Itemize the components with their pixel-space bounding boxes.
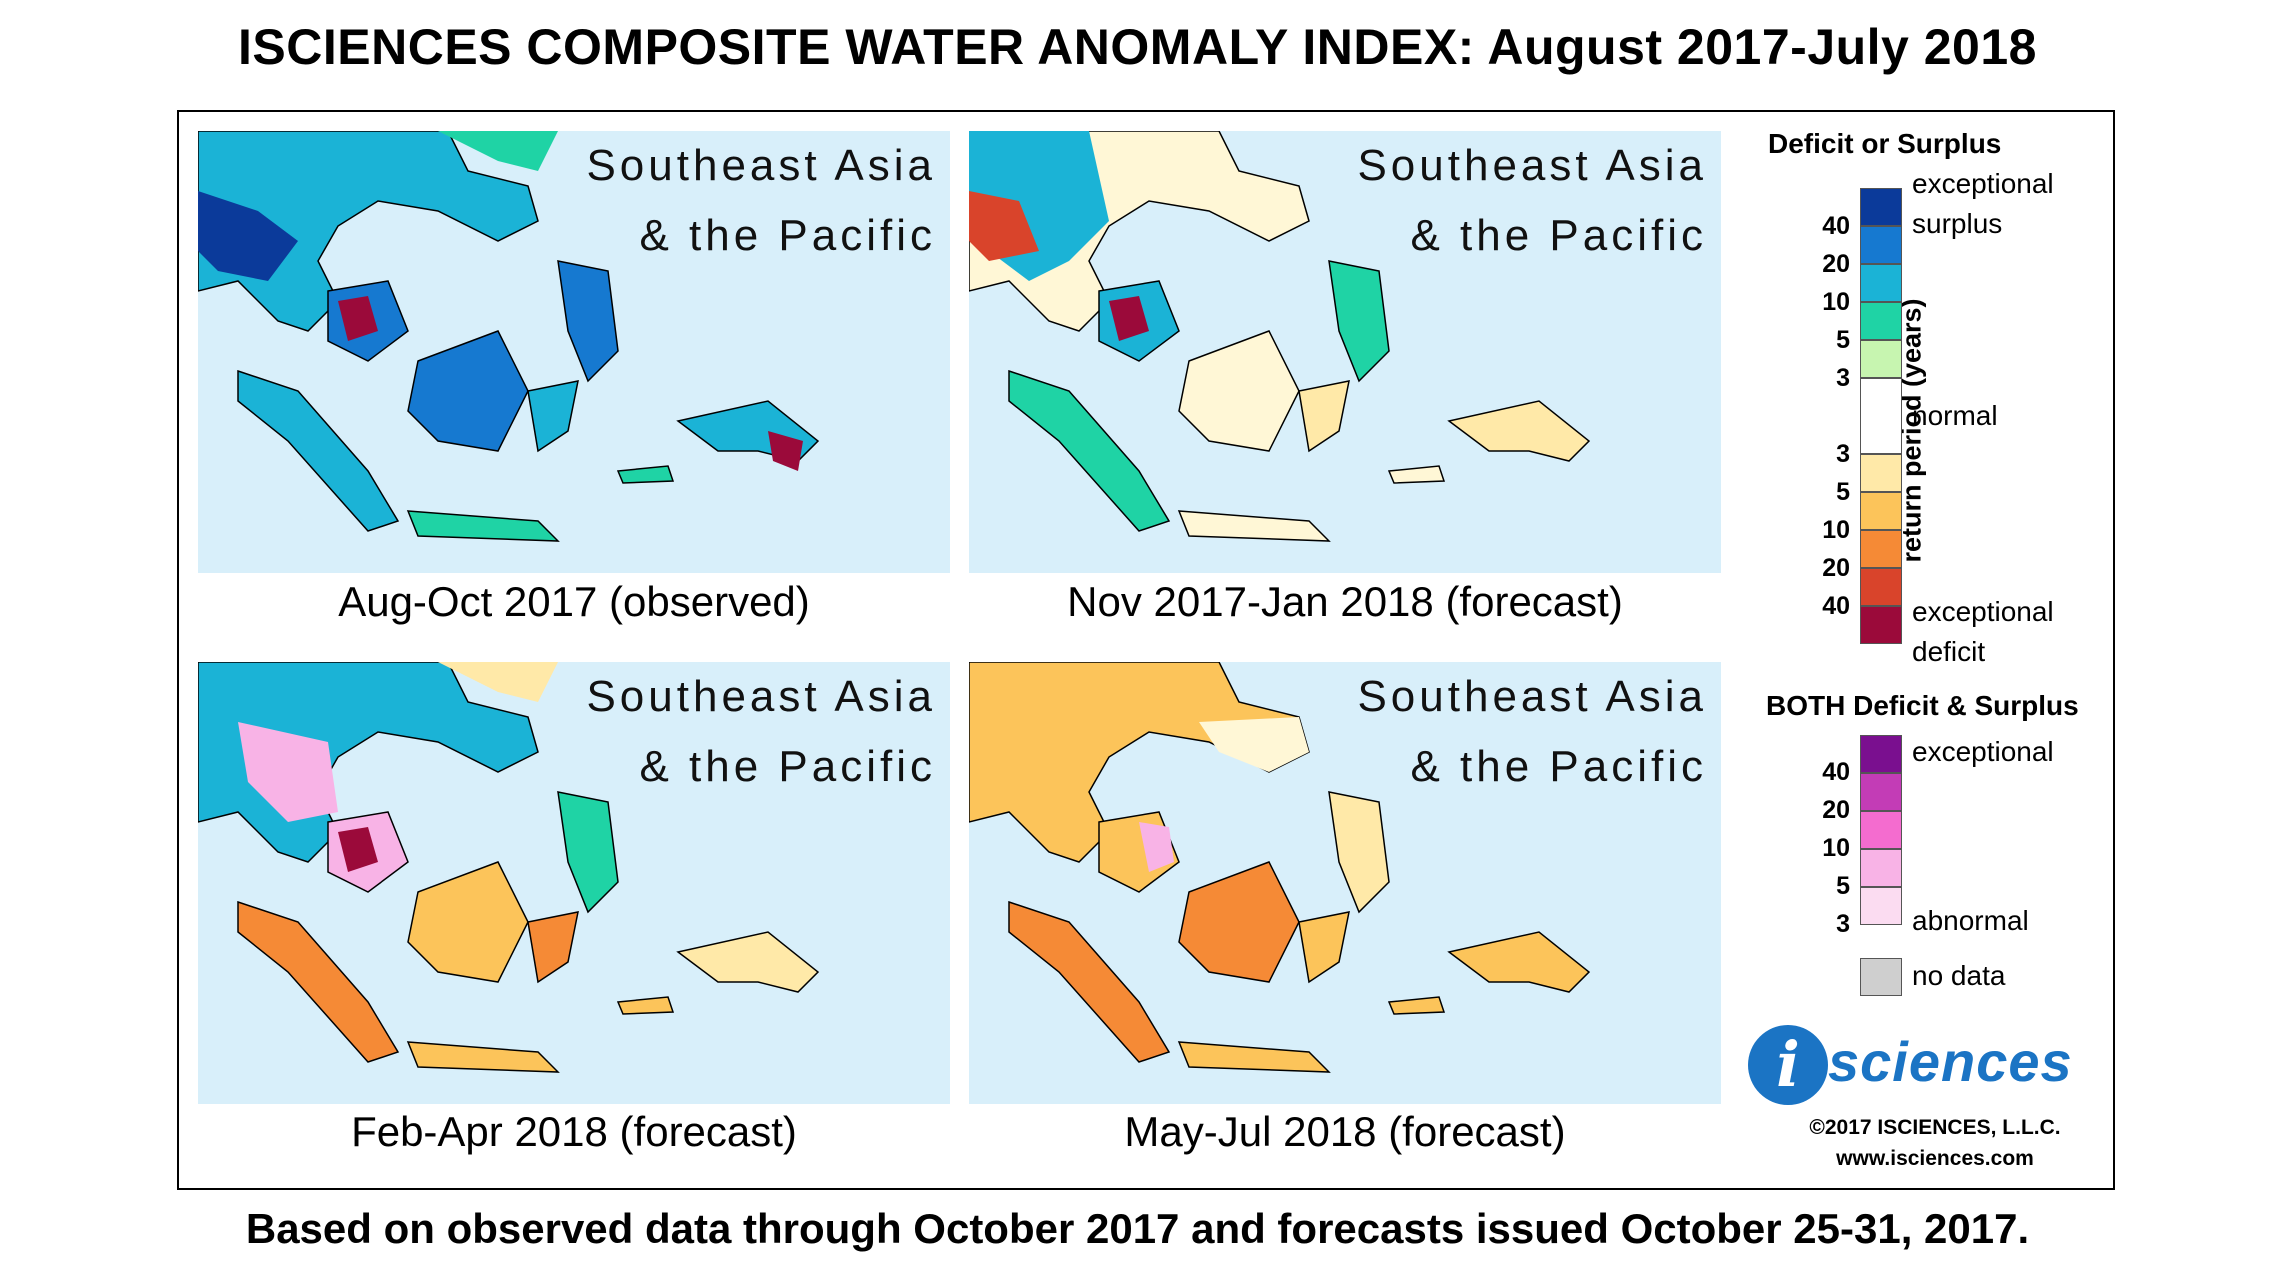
map-panel-aug-oct-2017: Southeast Asia & the Pacific — [198, 131, 950, 573]
region-label-line2: & the Pacific — [639, 742, 936, 791]
legend-swatch-deficit-20 — [1860, 568, 1902, 606]
legend-tick: 40 — [1822, 592, 1850, 620]
legend-swatch-surplus-5 — [1860, 340, 1902, 378]
legend-swatch-surplus-20 — [1860, 264, 1902, 302]
panel-caption: May-Jul 2018 (forecast) — [1124, 1108, 1566, 1155]
logo-i-mark: i — [1748, 1025, 1828, 1105]
panel-caption: Aug-Oct 2017 (observed) — [338, 578, 810, 625]
legend-swatch-surplus-10 — [1860, 302, 1902, 340]
legend-label-no-data: no data — [1912, 960, 2006, 991]
region-label-line1: Southeast Asia — [1357, 141, 1707, 190]
region-label-line1: Southeast Asia — [1357, 672, 1707, 721]
map-may-jul-2018 — [969, 662, 1591, 1073]
legend-swatch-surplus-40 — [1860, 226, 1902, 264]
legend-title-both: BOTH Deficit & Surplus — [1766, 690, 2079, 721]
map-panel-may-jul-2018: Southeast Asia & the Pacific — [969, 662, 1721, 1104]
footer-note: Based on observed data through October 2… — [245, 1205, 2030, 1252]
legend-swatch-both-20 — [1860, 773, 1902, 811]
legend-swatch-deficit-5 — [1860, 492, 1902, 530]
legend-swatch-both-3 — [1860, 887, 1902, 925]
legend-tick: 3 — [1836, 364, 1850, 392]
copyright: ©2017 ISCIENCES, L.L.C. — [1809, 1116, 2061, 1139]
legend-tick: 20 — [1822, 250, 1850, 278]
region-label-line2: & the Pacific — [1410, 742, 1707, 791]
legend-label-exceptional-surplus-1: exceptional — [1912, 168, 2054, 199]
legend-swatch-deficit-10 — [1860, 530, 1902, 568]
figure-frame — [177, 110, 2115, 1190]
legend-swatch-both-40 — [1860, 735, 1902, 773]
legend-tick: 40 — [1822, 212, 1850, 240]
legend-swatch-normal — [1860, 378, 1902, 454]
legend-tick: 20 — [1822, 554, 1850, 582]
map-aug-oct-2017 — [198, 131, 820, 542]
region-label: Southeast Asia & the Pacific — [1357, 131, 1707, 271]
legend-tick: 3 — [1836, 440, 1850, 468]
legend-tick: 40 — [1822, 758, 1850, 786]
legend-tick: 5 — [1836, 872, 1850, 900]
region-label-line2: & the Pacific — [1410, 211, 1707, 260]
logo-wordmark: sciences — [1828, 1030, 2073, 1093]
map-panel-nov-jan-2018: Southeast Asia & the Pacific — [969, 131, 1721, 573]
region-label: Southeast Asia & the Pacific — [1357, 662, 1707, 802]
region-label-line1: Southeast Asia — [586, 141, 936, 190]
legend-swatch-deficit-exceptional — [1860, 606, 1902, 644]
region-label: Southeast Asia & the Pacific — [586, 662, 936, 802]
website-link[interactable]: www.isciences.com — [1836, 1147, 2034, 1170]
legend-label-both-abnormal: abnormal — [1912, 905, 2029, 936]
legend-tick: 10 — [1822, 834, 1850, 862]
legend-tick: 10 — [1822, 516, 1850, 544]
legend-tick: 3 — [1836, 910, 1850, 938]
legend-label-exceptional-deficit-2: deficit — [1912, 636, 1986, 667]
region-label-line1: Southeast Asia — [586, 672, 936, 721]
region-label-line2: & the Pacific — [639, 211, 936, 260]
region-label: Southeast Asia & the Pacific — [586, 131, 936, 271]
legend-swatch-both-10 — [1860, 811, 1902, 849]
map-nov-2017-jan-2018 — [969, 131, 1591, 542]
legend-tick: 10 — [1822, 288, 1850, 316]
legend-swatch-both-5 — [1860, 849, 1902, 887]
map-feb-apr-2018 — [198, 662, 820, 1073]
legend-label-exceptional-surplus-2: surplus — [1912, 208, 2003, 239]
legend-swatch-no-data — [1860, 958, 1902, 996]
isciences-logo: i sciences — [1748, 1025, 2098, 1115]
legend-tick: 20 — [1822, 796, 1850, 824]
legend-tick: 5 — [1836, 326, 1850, 354]
legend-title-deficit-surplus: Deficit or Surplus — [1768, 128, 2002, 159]
legend-tick: 5 — [1836, 478, 1850, 506]
legend-label-exceptional-deficit-1: exceptional — [1912, 596, 2054, 627]
legend-label-normal: normal — [1912, 400, 1998, 431]
map-panel-feb-apr-2018: Southeast Asia & the Pacific — [198, 662, 950, 1104]
legend-label-both-exceptional: exceptional — [1912, 736, 2054, 767]
legend-swatch-surplus-exceptional — [1860, 188, 1902, 226]
panel-caption: Nov 2017-Jan 2018 (forecast) — [1067, 578, 1623, 625]
panel-caption: Feb-Apr 2018 (forecast) — [351, 1108, 797, 1155]
page-title: ISCIENCES COMPOSITE WATER ANOMALY INDEX:… — [238, 19, 2037, 75]
legend-swatch-deficit-3 — [1860, 454, 1902, 492]
